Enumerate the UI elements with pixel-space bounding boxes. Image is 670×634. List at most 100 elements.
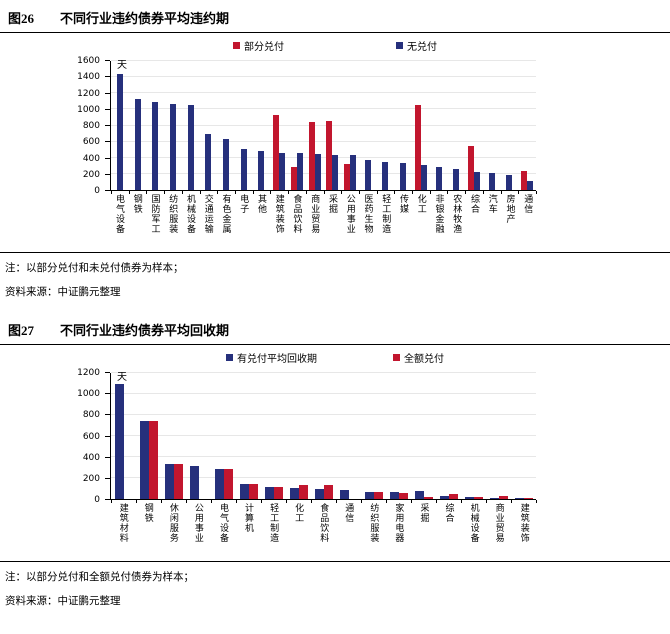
figure27-title: 图27 不同行业违约债券平均回收期: [0, 320, 670, 339]
bar: [527, 180, 534, 190]
legend-label: 部分兑付: [244, 42, 284, 53]
bar-group: [386, 373, 411, 499]
x-axis-tick-mark: [376, 191, 378, 194]
x-axis-tick-mark: [482, 191, 484, 194]
x-axis-tick-mark: [164, 191, 166, 194]
figure26-label: 图26: [8, 11, 35, 26]
x-axis-tick-mark: [412, 191, 414, 194]
x-axis-label: 纺织服装: [167, 194, 178, 234]
x-axis-tick-mark: [536, 191, 537, 194]
bar-group: [161, 373, 186, 499]
x-axis-tick-mark: [511, 500, 512, 503]
bar: [498, 495, 508, 499]
bar-group: [430, 61, 448, 190]
x-axis-label: 采掘: [418, 503, 429, 523]
y-axis-tick-label: 400: [82, 452, 100, 463]
bar-group: [146, 61, 164, 190]
x-axis-tick-mark: [136, 500, 137, 503]
y-axis: 0 200 400 600 800 1000 1200: [0, 368, 110, 505]
x-axis-tick-mark: [181, 191, 183, 194]
x-axis-tick-mark: [111, 191, 112, 194]
y-axis-tick-label: 400: [82, 153, 100, 164]
x-axis-tick-mark: [111, 500, 112, 503]
bar: [248, 484, 258, 499]
bar: [326, 121, 333, 190]
y-axis-tick-mark: [105, 141, 110, 143]
bar: [223, 138, 230, 190]
bar: [414, 104, 421, 190]
bar: [152, 102, 159, 190]
bar: [308, 121, 315, 190]
y-axis: 0 200 400 600 800 1000 1200 1400 1600: [0, 56, 110, 196]
y-axis-unit-label: 天: [117, 60, 127, 71]
x-axis-label: 化工: [293, 503, 304, 523]
bar-group: [182, 61, 200, 190]
y-axis-tick-label: 600: [82, 137, 100, 148]
x-axis-label: 纺织服装: [368, 503, 379, 543]
legend: 有兑付平均回收期 全额兑付: [0, 350, 670, 365]
bar-group: [461, 373, 486, 499]
legend-swatch: [393, 354, 400, 361]
bar-group: [436, 373, 461, 499]
bar: [264, 486, 274, 499]
bar: [169, 103, 176, 190]
bar-group: [511, 373, 536, 499]
bar: [467, 146, 474, 190]
x-axis-label: 交通运输: [202, 194, 213, 234]
bar: [423, 496, 433, 499]
bar: [239, 484, 249, 499]
bar: [514, 498, 524, 499]
x-axis-label: 通信: [343, 503, 354, 523]
y-axis-tick-label: 1200: [77, 368, 100, 378]
bar: [314, 489, 324, 499]
bar-group: [341, 61, 359, 190]
x-axis-label: 电子: [238, 194, 249, 214]
bar: [349, 154, 356, 190]
x-axis-tick-mark: [288, 191, 290, 194]
gridline: [111, 414, 536, 415]
x-axis-tick-mark: [500, 191, 502, 194]
x-axis-label: 建筑材料: [117, 503, 128, 543]
legend-swatch: [233, 42, 240, 49]
chart-body: 0 200 400 600 800 1000 1200 1400 1600 天: [0, 56, 670, 196]
x-axis-tick-mark: [429, 191, 431, 194]
x-axis-label: 房地产: [504, 194, 515, 224]
bar: [473, 496, 483, 499]
bar: [523, 498, 533, 499]
bar: [223, 468, 233, 499]
x-axis-label: 商业贸易: [493, 503, 504, 543]
figure27-title-text: 不同行业违约债券平均回收期: [60, 324, 230, 339]
gridline: [111, 156, 536, 158]
bar-group: [361, 373, 386, 499]
x-axis-tick-mark: [234, 191, 236, 194]
gridline: [111, 76, 536, 78]
figure27-label: 图27: [8, 323, 35, 338]
chart-figure27: 有兑付平均回收期 全额兑付 0 200 400 600 800 1000 1200 天 建筑材…: [0, 350, 670, 555]
bars-row: [111, 373, 536, 499]
bar-group: [253, 61, 271, 190]
x-axis-tick-mark: [394, 191, 396, 194]
x-axis-tick-mark: [447, 191, 449, 194]
bar-group: [323, 61, 341, 190]
gridline: [111, 477, 536, 478]
y-axis-tick-label: 200: [82, 473, 100, 484]
bar: [473, 171, 480, 190]
figure26-note: 注：以部分兑付和未兑付债券为样本；: [5, 262, 184, 274]
bar-group: [412, 61, 430, 190]
y-axis-tick-mark: [105, 456, 110, 458]
bar-group: [394, 61, 412, 190]
bar-group: [518, 61, 536, 190]
x-axis-label: 公用事业: [192, 503, 203, 543]
x-axis-label: 计算机: [243, 503, 254, 533]
y-axis-tick-label: 1000: [77, 104, 100, 115]
figure26-source: 资料来源：中证鹏元整理: [5, 286, 121, 298]
bar: [506, 174, 513, 190]
plot-area: 天: [110, 372, 537, 503]
x-axis-tick-mark: [361, 500, 362, 503]
bar-group: [236, 373, 261, 499]
chart-figure26: 部分兑付 无兑付 0 200 400 600 800 1000 1200 1400 1600 天 …: [0, 38, 670, 246]
x-axis-label: 传媒: [398, 194, 409, 214]
y-axis-tick-mark: [105, 173, 110, 175]
bar: [173, 463, 183, 499]
legend-item: 无兑付: [396, 38, 437, 53]
